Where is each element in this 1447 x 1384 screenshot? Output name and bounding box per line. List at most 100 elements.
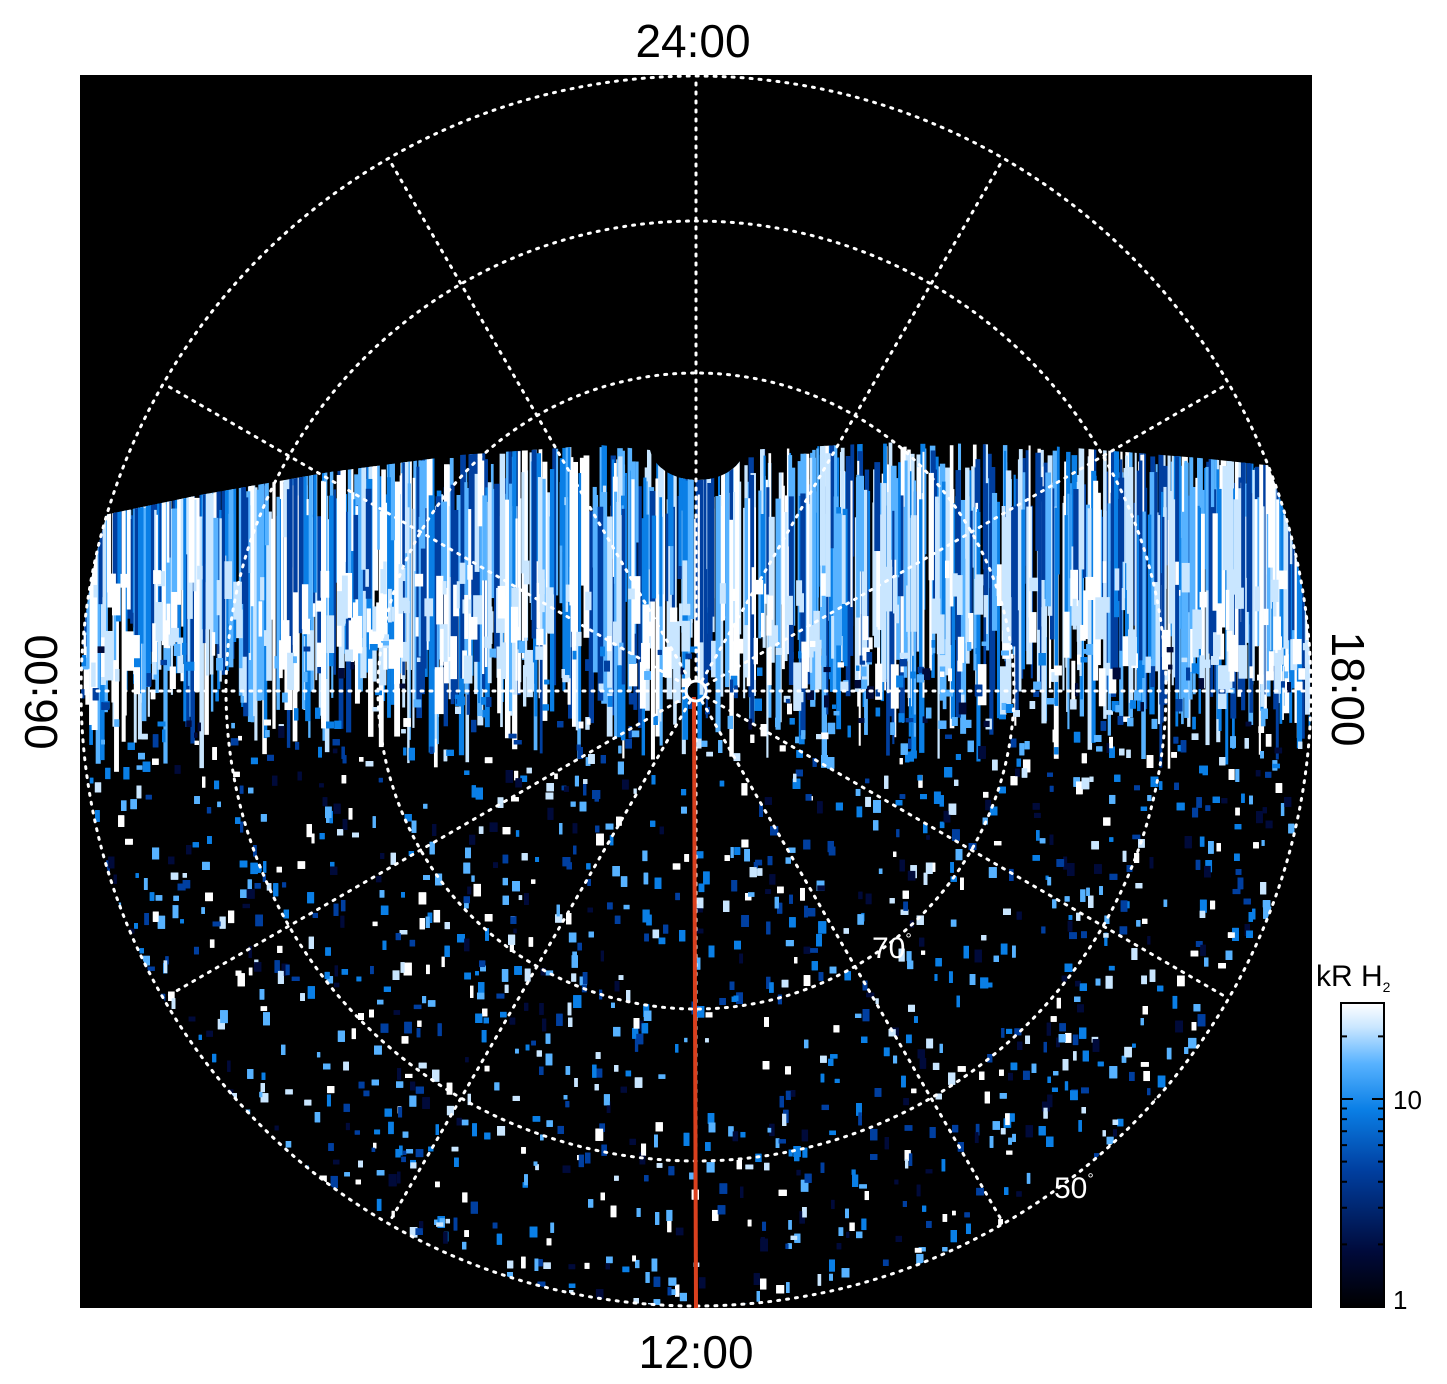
emission-streak xyxy=(578,473,582,729)
emission-streak xyxy=(171,508,178,624)
emission-bright-streak xyxy=(360,647,367,679)
emission-bright-streak xyxy=(463,655,473,684)
emission-bright-streak xyxy=(153,570,161,585)
emission-streak xyxy=(1017,459,1023,611)
emission-streak xyxy=(418,516,421,657)
emission-bright-streak xyxy=(133,660,141,695)
emission-bright-streak xyxy=(133,635,140,675)
emission-streak xyxy=(618,456,623,666)
emission-streak xyxy=(354,506,360,704)
emission-streak xyxy=(202,481,206,644)
emission-streak xyxy=(786,448,790,655)
emission-bright-streak xyxy=(892,575,898,614)
emission-streak xyxy=(494,483,500,659)
emission-bright-streak xyxy=(952,573,958,597)
emission-bright-streak xyxy=(1274,653,1281,694)
emission-pixel xyxy=(295,741,300,750)
emission-streak xyxy=(1233,499,1240,589)
emission-streak xyxy=(1103,510,1107,719)
emission-streak xyxy=(221,464,226,675)
emission-streak xyxy=(329,495,335,667)
emission-streak xyxy=(484,501,488,667)
emission-bright-streak xyxy=(111,660,115,703)
emission-streak xyxy=(243,497,249,717)
emission-bright-streak xyxy=(1083,590,1088,640)
emission-bright-streak xyxy=(1254,586,1261,612)
emission-bright-streak xyxy=(1195,609,1202,649)
emission-streak xyxy=(428,495,435,753)
emission-pixel xyxy=(529,1308,534,1317)
emission-streak xyxy=(1002,517,1008,652)
emission-bright-streak xyxy=(378,611,386,626)
emission-pixel xyxy=(515,830,520,837)
emission-streak xyxy=(254,487,258,741)
emission-bright-streak xyxy=(766,615,772,636)
emission-bright-streak xyxy=(177,637,184,673)
emission-streak xyxy=(336,474,342,647)
emission-bright-streak xyxy=(216,580,220,616)
emission-streak xyxy=(583,455,590,638)
emission-bright-streak xyxy=(1235,587,1244,609)
emission-streak xyxy=(435,496,442,608)
emission-streak xyxy=(1268,471,1274,568)
emission-bright-streak xyxy=(501,642,507,680)
emission-streak xyxy=(746,498,752,687)
emission-streak xyxy=(1113,446,1120,618)
emission-bright-streak xyxy=(91,595,97,627)
emission-bright-streak xyxy=(368,629,378,650)
emission-streak xyxy=(424,445,428,530)
emission-streak xyxy=(631,479,635,676)
emission-bright-streak xyxy=(415,617,419,637)
emission-streak xyxy=(816,448,819,674)
emission-bright-streak xyxy=(403,600,410,614)
emission-bright-streak xyxy=(1213,632,1221,657)
emission-bright-streak xyxy=(628,663,638,687)
emission-streak xyxy=(569,469,575,576)
emission-bright-streak xyxy=(489,611,494,633)
emission-bright-streak xyxy=(1277,647,1284,665)
emission-streak xyxy=(858,516,861,746)
emission-streak xyxy=(898,462,901,575)
emission-streak xyxy=(950,503,955,719)
emission-streak xyxy=(216,477,221,664)
emission-pixel xyxy=(1284,671,1289,679)
emission-streak xyxy=(635,461,639,543)
emission-bright-streak xyxy=(1080,624,1086,641)
emission-streak xyxy=(349,499,356,618)
emission-pixel xyxy=(1311,659,1317,668)
emission-streak xyxy=(121,482,126,742)
emission-streak xyxy=(333,489,336,675)
emission-bright-streak xyxy=(467,564,473,580)
emission-streak xyxy=(1192,486,1196,695)
emission-streak xyxy=(286,489,291,748)
emission-streak xyxy=(188,492,195,583)
emission-bright-streak xyxy=(526,649,533,698)
emission-streak xyxy=(874,462,881,552)
emission-streak xyxy=(562,505,566,692)
emission-streak xyxy=(1154,472,1158,594)
emission-streak xyxy=(1238,488,1242,609)
emission-streak xyxy=(263,509,268,739)
emission-streak xyxy=(894,513,897,738)
emission-streak xyxy=(1181,511,1186,698)
emission-streak xyxy=(665,513,669,602)
emission-bright-streak xyxy=(977,664,987,706)
emission-streak xyxy=(659,497,663,607)
emission-streak xyxy=(1126,476,1131,614)
emission-bright-streak xyxy=(211,632,216,656)
emission-streak xyxy=(887,513,893,717)
emission-bright-streak xyxy=(414,573,424,587)
emission-streak xyxy=(512,448,517,610)
emission-bright-streak xyxy=(1145,656,1151,673)
emission-bright-streak xyxy=(944,560,950,579)
emission-streak xyxy=(825,453,831,597)
emission-streak xyxy=(1288,506,1294,673)
emission-streak xyxy=(989,503,994,735)
emission-streak xyxy=(996,501,1000,719)
emission-streak xyxy=(1190,443,1194,669)
emission-bright-streak xyxy=(125,631,134,671)
emission-bright-streak xyxy=(1238,645,1248,679)
emission-streak xyxy=(412,508,415,728)
emission-streak xyxy=(573,461,579,646)
emission-bright-streak xyxy=(1298,668,1306,680)
